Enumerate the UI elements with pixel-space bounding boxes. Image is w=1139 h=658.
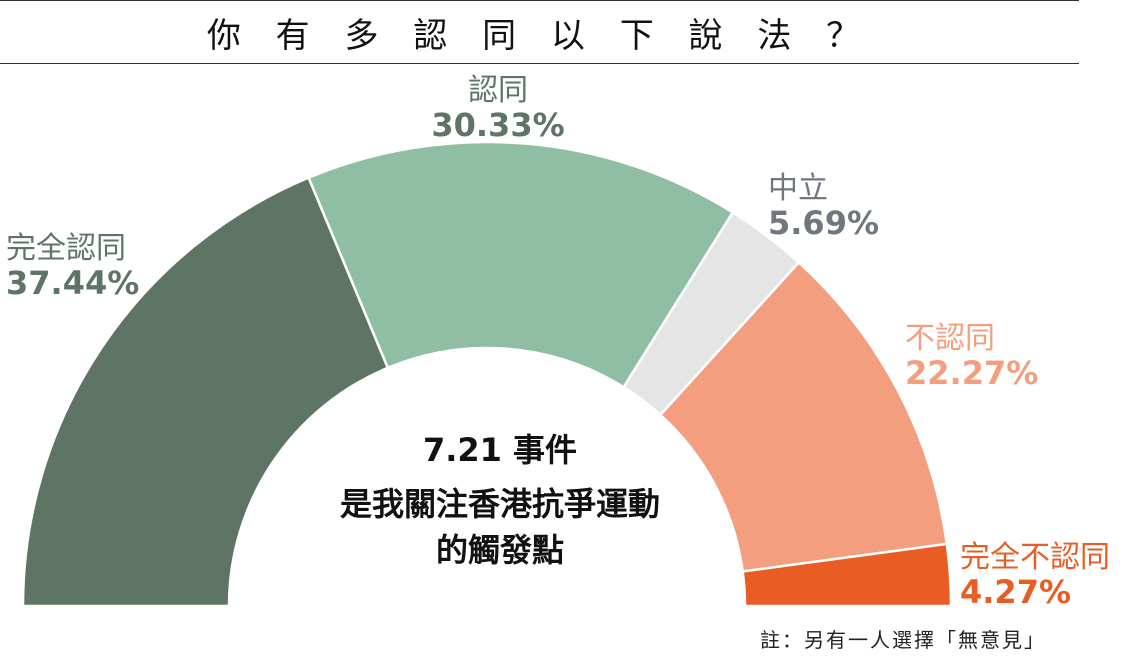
- center-line-3: 的觸發點: [435, 531, 564, 569]
- slice-value-label: 5.69%: [768, 204, 879, 242]
- slice-category-label: 認同: [468, 73, 528, 108]
- slice-category-label: 不認同: [905, 321, 995, 356]
- slice-1: [21, 176, 390, 608]
- center-line-2: 是我關注香港抗爭運動: [339, 485, 660, 523]
- slice-5: [741, 542, 953, 608]
- slice-category-label: 完全認同: [6, 231, 126, 266]
- slice-value-label: 30.33%: [431, 106, 564, 144]
- chart-title: 你 有 多 認 同 以 下 說 法 ？: [206, 15, 873, 56]
- slice-4: [658, 260, 949, 573]
- footnote: 註：另有一人選擇「無意見」: [760, 628, 1046, 652]
- slice-category-label: 完全不認同: [960, 540, 1110, 575]
- center-line-1: 7.21 事件: [422, 431, 578, 469]
- chart-title-bar: 你 有 多 認 同 以 下 說 法 ？: [0, 0, 1079, 64]
- slice-value-label: 22.27%: [905, 354, 1038, 392]
- slice-value-label: 4.27%: [960, 573, 1071, 611]
- slice-value-label: 37.44%: [6, 264, 139, 302]
- slice-2: [306, 140, 735, 389]
- slice-category-label: 中立: [768, 171, 828, 206]
